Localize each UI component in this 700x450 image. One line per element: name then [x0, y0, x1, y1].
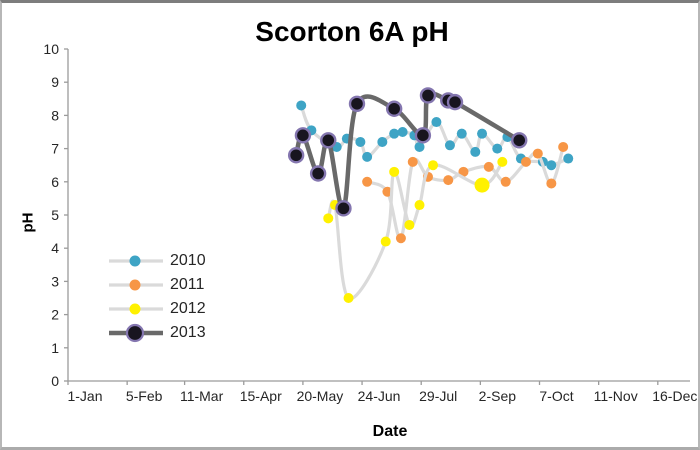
series-2011-marker-14-Aug	[443, 175, 454, 186]
series-2010-marker-30-Aug	[470, 146, 481, 157]
series-2011-marker-14-Oct	[546, 178, 557, 189]
series-2010-marker-12-Sep	[492, 143, 503, 154]
series-2011-marker-24-Jul	[407, 156, 418, 167]
series-2010-marker-19-May	[296, 100, 307, 111]
x-tick-label-7-Oct: 7-Oct	[539, 388, 573, 404]
series-2010-marker-27-Jun	[362, 151, 373, 162]
series-2010-marker-13-Jul	[389, 128, 400, 139]
legend-label-2011: 2011	[170, 276, 205, 293]
series-2010-marker-6-Jul	[377, 136, 388, 147]
series-2013-marker-20-May	[294, 127, 312, 144]
y-tick-label-9: 9	[51, 74, 59, 90]
series-2010-line	[299, 103, 570, 167]
y-tick-label-8: 8	[51, 107, 59, 123]
y-tick-label-10: 10	[43, 41, 59, 57]
series-2011-marker-27-Jun	[362, 176, 373, 187]
series-2013-marker-29-May	[309, 165, 327, 182]
legend-label-2010: 2010	[170, 252, 206, 269]
series-2011-marker-9-Jul	[382, 186, 393, 197]
legend-dot-2010	[129, 255, 141, 267]
legend: 2010 2011 2012 2013	[108, 249, 206, 345]
x-tick-label-16-Dec: 16-Dec	[652, 388, 697, 404]
series-2010-marker-18-Jul	[397, 127, 408, 137]
series-2010-marker-15-Aug	[444, 140, 455, 151]
series-2010-marker-23-Jun	[355, 136, 366, 147]
series-2013-marker-13-Jul	[385, 100, 403, 117]
series-2011-marker-6-Oct	[532, 148, 543, 159]
y-axis-title: pH	[19, 212, 37, 233]
series-2012-marker-15-Sep	[497, 156, 508, 167]
series-2011-marker-7-Sep	[483, 161, 494, 172]
series-2011-marker-29-Sep	[520, 156, 531, 167]
legend-label-2013: 2013	[170, 324, 206, 341]
series-2010-marker-22-Aug	[456, 128, 467, 139]
series-2013-marker-2-Aug	[419, 87, 437, 104]
x-tick-label-24-Jun: 24-Jun	[358, 388, 401, 404]
x-tick-label-20-May: 20-May	[297, 388, 344, 404]
series-2011-marker-23-Aug	[458, 166, 469, 177]
series-2013-marker-13-Jun	[335, 200, 352, 217]
y-tick-label-5: 5	[51, 207, 59, 223]
x-axis-title: Date	[372, 423, 408, 440]
series-2010-marker-24-Oct	[563, 153, 574, 164]
series-2010-marker-7-Aug	[431, 117, 442, 128]
plot-area: 0 1 2 3 4 5 6 7 8 9 10 1-Jan 5-Feb 11-Mar 15-Apr 20-May…	[43, 41, 697, 404]
series-2013-marker-4-Jun	[320, 132, 337, 149]
series-2013-marker-30-Jul	[414, 127, 432, 144]
series-2012-line	[326, 160, 504, 300]
legend-marker-2012	[109, 303, 163, 315]
legend-dot-2012	[129, 303, 141, 315]
series-2010-marker-14-Oct	[546, 160, 557, 171]
legend-item-2011: 2011	[108, 273, 206, 297]
series-2013-marker-16-May	[287, 147, 305, 164]
legend-marker-2013	[109, 323, 163, 343]
chart-title: Scorton 6A pH	[255, 16, 449, 47]
series-2012-marker-4-Jun	[323, 213, 334, 224]
series-2013-marker-18-Aug	[446, 93, 464, 111]
x-tick-label-11-Nov: 11-Nov	[594, 388, 638, 404]
legend-item-2010: 2010	[108, 249, 206, 273]
legend-marker-2010	[109, 255, 163, 267]
x-tick-label-2-Sep: 2-Sep	[479, 388, 517, 404]
series-2011-marker-21-Oct	[558, 141, 569, 152]
series-2011-marker-17-Jul	[395, 233, 406, 244]
series-2012-marker-22-Jul	[404, 219, 415, 230]
legend-dot-2011	[129, 279, 141, 291]
series-2011-marker-17-Sep	[500, 176, 511, 187]
legend-item-2012: 2012	[108, 297, 206, 321]
y-tick-label-2: 2	[51, 307, 59, 323]
series-2012-marker-28-Jul	[414, 200, 425, 211]
series-2012-marker-8-Jul	[380, 236, 391, 247]
x-tick-label-1-Jan: 1-Jan	[67, 388, 102, 404]
legend-dot-2013	[125, 323, 145, 343]
legend-item-2013: 2013	[108, 321, 206, 345]
series-2012-marker-5-Aug	[428, 160, 439, 171]
x-tick-label-5-Feb: 5-Feb	[126, 388, 163, 404]
x-tick-label-29-Jul: 29-Jul	[419, 388, 457, 404]
series-2012-marker-3-Sep	[474, 177, 490, 193]
y-tick-label-6: 6	[51, 174, 59, 190]
y-tick-label-4: 4	[51, 240, 59, 256]
series-2013-marker-25-Sep	[511, 132, 528, 149]
y-tick-label-0: 0	[51, 373, 59, 389]
series-2010-marker-28-Jul	[414, 141, 425, 152]
x-tick-label-15-Apr: 15-Apr	[240, 388, 282, 404]
series-2013-marker-21-Jun	[348, 95, 366, 112]
y-tick-label-7: 7	[51, 141, 59, 157]
y-tick-label-3: 3	[51, 273, 59, 289]
legend-marker-2011	[109, 279, 163, 291]
series-2012-marker-13-Jul	[389, 166, 400, 177]
legend-label-2012: 2012	[170, 300, 206, 317]
series-2010-marker-3-Sep	[477, 128, 488, 139]
y-tick-label-1: 1	[51, 340, 59, 356]
series-2012-marker-16-Jun	[343, 293, 354, 303]
x-tick-label-11-Mar: 11-Mar	[180, 388, 224, 404]
